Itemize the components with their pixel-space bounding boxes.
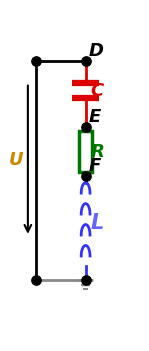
Text: F: F <box>89 157 101 174</box>
Point <box>84 277 87 283</box>
Point <box>84 173 87 179</box>
Point <box>35 58 37 64</box>
Text: D: D <box>89 42 104 60</box>
Text: L: L <box>91 213 104 233</box>
Bar <box>79 131 92 172</box>
Point <box>84 125 87 130</box>
Point <box>84 58 87 64</box>
Text: C: C <box>91 82 104 100</box>
Point <box>35 277 37 283</box>
Text: U: U <box>9 151 23 169</box>
Text: E: E <box>89 108 101 126</box>
Text: R: R <box>91 143 105 160</box>
